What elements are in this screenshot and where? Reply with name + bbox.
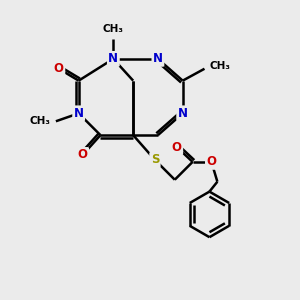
Text: N: N <box>108 52 118 65</box>
Text: CH₃: CH₃ <box>209 61 230 71</box>
Text: O: O <box>206 155 216 168</box>
Text: S: S <box>151 153 159 167</box>
Text: N: N <box>153 52 163 65</box>
Text: N: N <box>178 107 188 120</box>
Text: CH₃: CH₃ <box>30 116 51 126</box>
Text: O: O <box>172 140 182 154</box>
Text: O: O <box>78 148 88 161</box>
Text: O: O <box>54 62 64 75</box>
Text: N: N <box>74 107 84 120</box>
Text: CH₃: CH₃ <box>103 24 124 34</box>
